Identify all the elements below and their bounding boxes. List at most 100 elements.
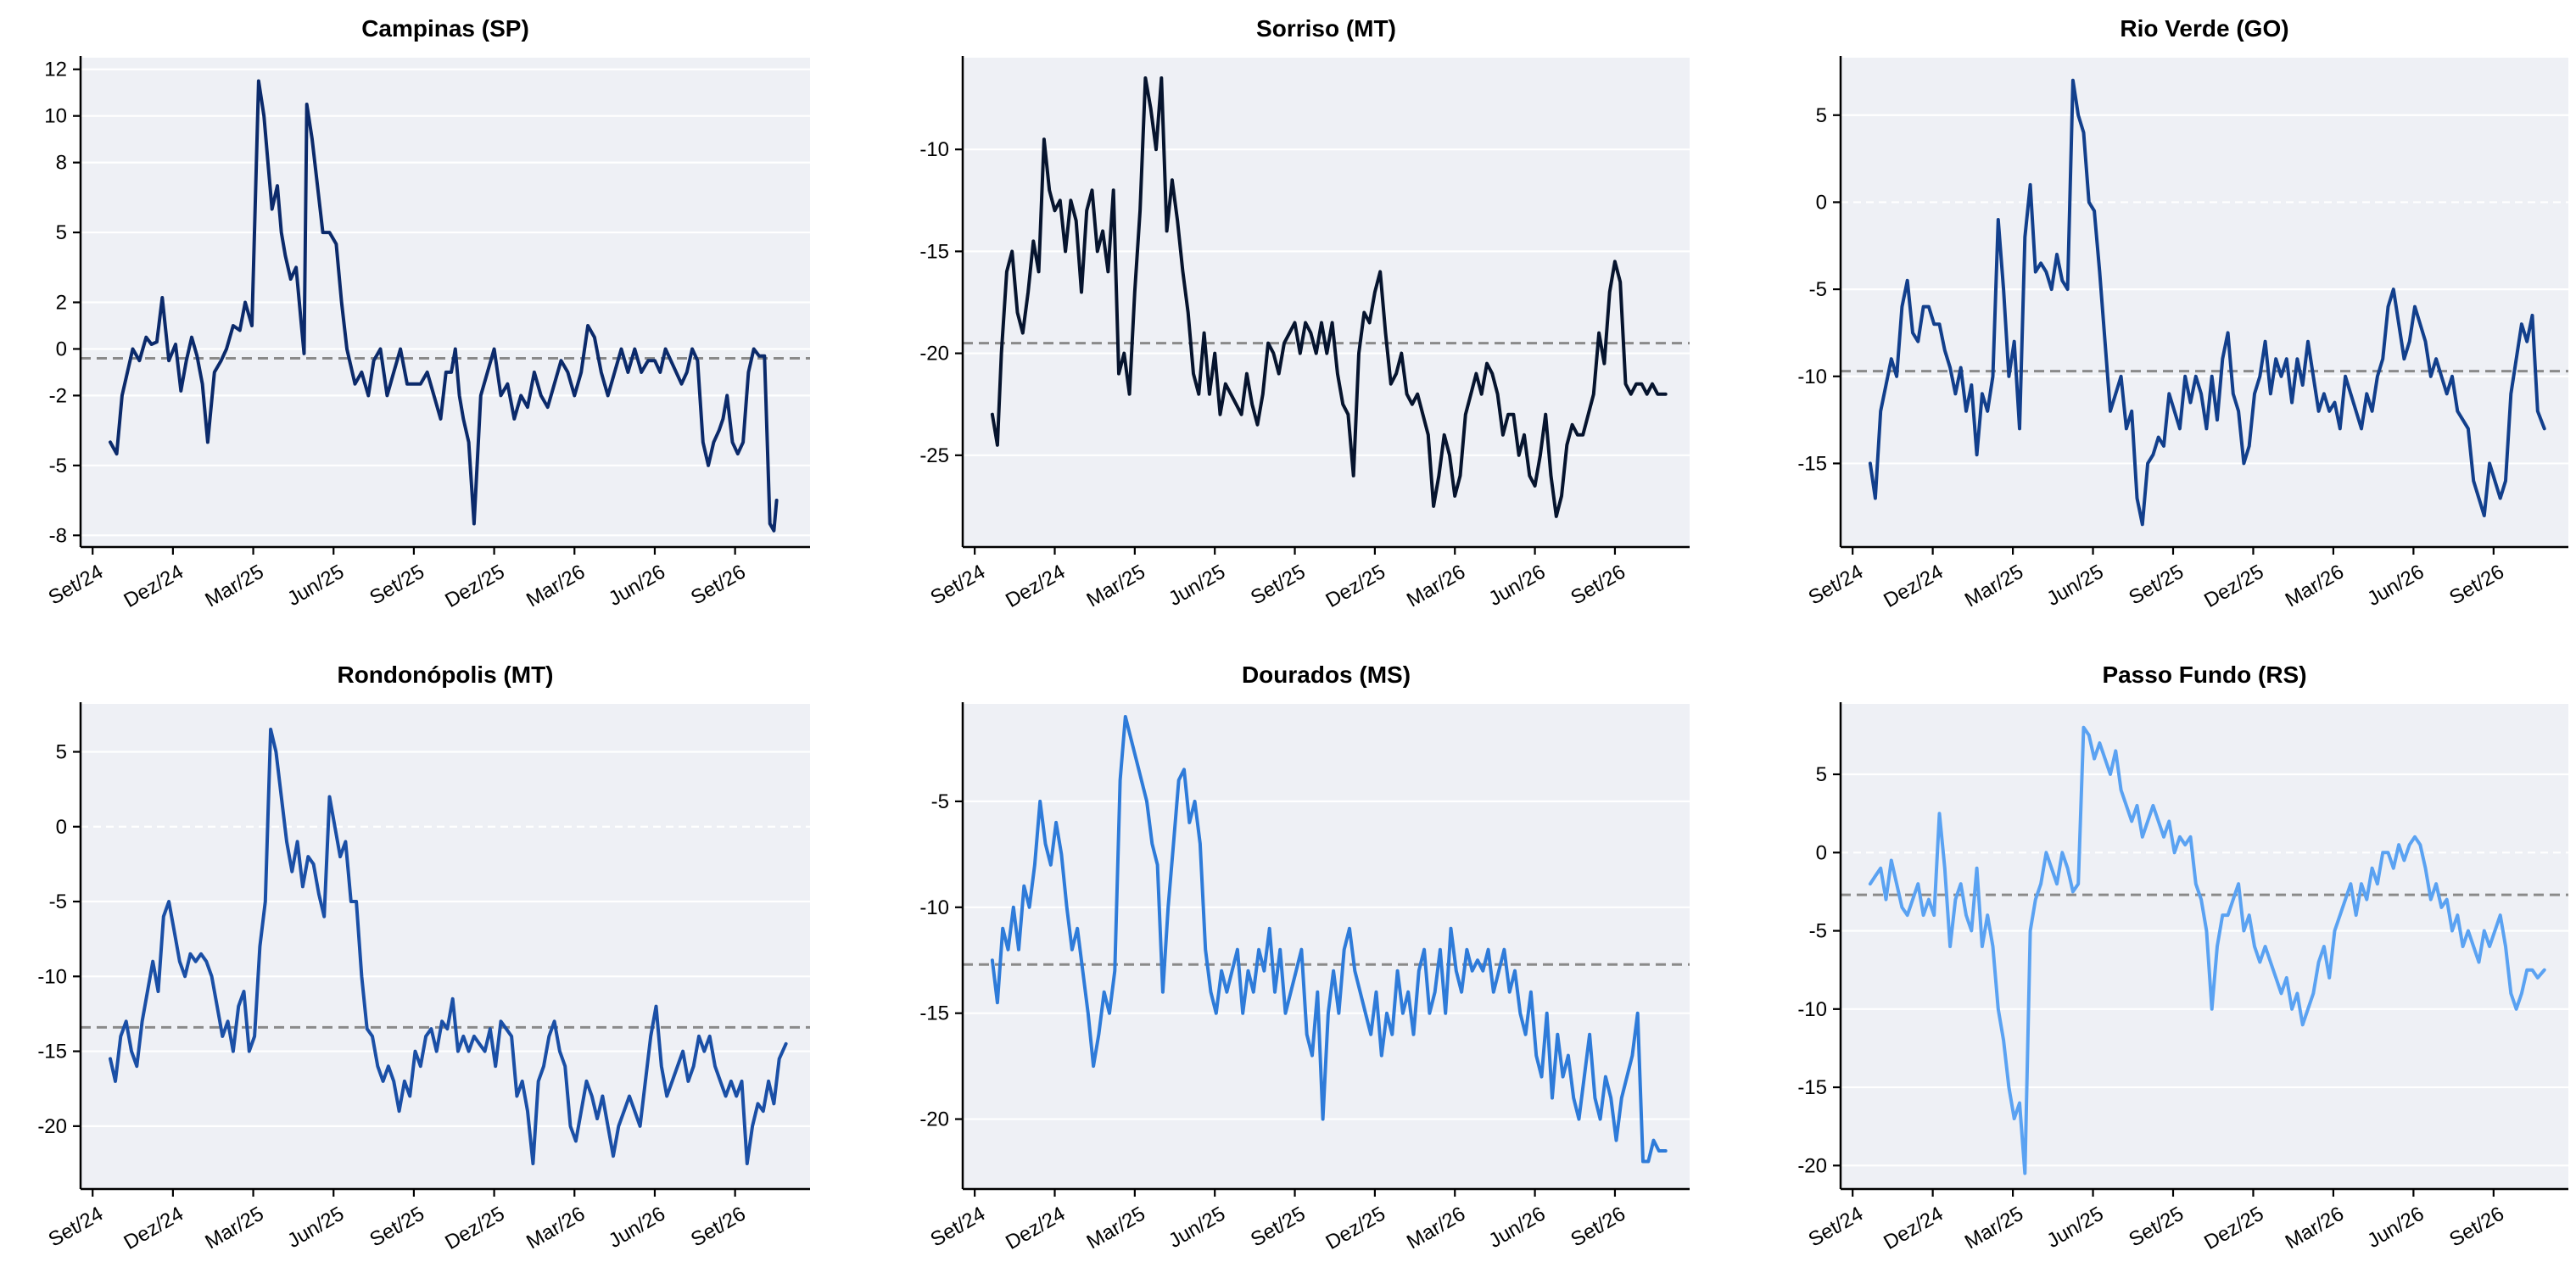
y-tick-label: -15 [1797,452,1827,475]
y-tick-label: -10 [37,965,67,988]
x-tick-label: Mar/26 [2282,561,2348,612]
plot-background [963,58,1690,547]
y-tick-label: 5 [1816,763,1827,786]
x-tick-label: Dez/25 [2200,1203,2267,1254]
x-tick-label: Set/25 [366,561,428,610]
x-tick-label: Jun/26 [2363,561,2428,611]
x-tick-label: Jun/25 [2043,561,2108,611]
x-tick-label: Set/25 [2125,561,2188,610]
x-tick-label: Mar/26 [1403,1203,1469,1254]
x-tick-label: Dez/25 [1322,1203,1389,1254]
x-tick-label: Set/24 [927,561,990,610]
y-tick-label: 0 [1816,191,1827,214]
y-tick-label: -5 [49,890,67,913]
chart-panel-3: 5 0 -5 -10 -15 Set/24 Dez/24 Mar/25 Jun/25 Set/25… [1797,15,2568,612]
x-tick-label: Mar/26 [522,561,589,612]
chart-title: Sorriso (MT) [1256,15,1396,42]
x-tick-label: Set/24 [45,561,108,610]
x-tick-label: Mar/25 [201,1203,267,1254]
x-tick-label: Set/25 [366,1203,428,1252]
chart-title: Rondonópolis (MT) [337,662,553,688]
y-tick-label: -10 [919,138,949,161]
x-tick-label: Mar/26 [522,1203,589,1254]
x-tick-label: Dez/25 [2200,561,2267,612]
chart-title: Rio Verde (GO) [2120,15,2288,42]
chart-panel-2: -10 -15 -20 -25 Set/24 Dez/24 Mar/25 Jun/25 Set/… [919,15,1690,612]
y-tick-label: -20 [1797,1154,1827,1177]
y-tick-label: -5 [1809,278,1827,301]
x-tick-label: Set/26 [687,561,750,610]
y-tick-label: -25 [919,444,949,467]
plot-background [963,704,1690,1189]
x-tick-label: Jun/26 [605,561,669,611]
x-tick-label: Jun/26 [605,1203,669,1253]
y-tick-label: 0 [1816,841,1827,864]
y-tick-label: -10 [1797,998,1827,1021]
x-tick-label: Set/25 [2125,1203,2188,1252]
x-tick-label: Dez/24 [1880,1203,1947,1254]
chart-panel-6: 5 0 -5 -10 -15 -20 Set/24 Dez/24 Mar/25 Jun/25 Set… [1797,662,2568,1254]
x-tick-label: Mar/25 [1083,561,1149,612]
series-line [1868,78,2546,527]
y-tick-label: -20 [919,1108,949,1131]
y-tick-label: 8 [56,152,67,175]
y-tick-label: -15 [37,1041,67,1063]
x-tick-label: Set/25 [1247,561,1310,610]
y-tick-label: -2 [49,384,67,407]
y-tick-label: 12 [44,59,67,81]
x-tick-label: Set/24 [1805,1203,1868,1252]
x-tick-label: Jun/26 [1485,561,1550,611]
x-tick-label: Jun/25 [283,1203,348,1253]
x-tick-label: Dez/24 [1002,1203,1069,1254]
x-tick-label: Jun/25 [283,561,348,611]
x-tick-label: Mar/25 [1961,561,2027,612]
x-tick-label: Jun/26 [2363,1203,2428,1253]
series-line [109,728,788,1165]
y-tick-label: -10 [1797,366,1827,388]
y-tick-label: 10 [44,105,67,128]
x-tick-label: Set/26 [687,1203,750,1252]
x-tick-label: Set/24 [1805,561,1868,610]
y-tick-label: 2 [56,292,67,315]
chart-title: Dourados (MS) [1242,662,1411,688]
x-tick-label: Set/26 [2445,1203,2508,1252]
x-tick-label: Set/26 [2445,561,2508,610]
y-tick-label: -15 [1797,1076,1827,1099]
y-tick-label: 0 [56,338,67,360]
x-tick-label: Mar/26 [1403,561,1469,612]
chart-panel-5: -5 -10 -15 -20 Set/24 Dez/24 Mar/25 Jun/25 Set/2… [919,662,1690,1254]
x-tick-label: Jun/25 [2043,1203,2108,1253]
x-tick-label: Mar/25 [201,561,267,612]
x-tick-label: Jun/25 [1165,561,1229,611]
chart-title: Passo Fundo (RS) [2102,662,2306,688]
series-line [990,76,1668,518]
x-tick-label: Dez/25 [441,1203,508,1254]
chart-panel-1: 12 10 8 5 2 0 -2 -5 -8 Set/24 Dez/24 Mar/25 Jun/25 Se… [44,15,810,612]
x-tick-label: Dez/24 [120,561,187,612]
x-tick-label: Dez/24 [1880,561,1947,612]
x-tick-label: Set/26 [1567,1203,1629,1252]
x-tick-label: Set/25 [1247,1203,1310,1252]
y-tick-label: 5 [1816,104,1827,127]
chart-panel-4: 5 0 -5 -10 -15 -20 Set/24 Dez/24 Mar/25 Jun/25 Set… [37,662,810,1254]
x-tick-label: Dez/25 [441,561,508,612]
x-tick-label: Dez/24 [1002,561,1069,612]
x-tick-label: Jun/26 [1485,1203,1550,1253]
x-tick-label: Set/24 [927,1203,990,1252]
y-tick-label: -5 [1809,920,1827,943]
series-line [1868,725,2546,1175]
x-tick-label: Dez/24 [120,1203,187,1254]
x-tick-label: Set/26 [1567,561,1629,610]
series-line [990,715,1668,1164]
y-tick-label: -5 [49,455,67,477]
x-tick-label: Mar/26 [2282,1203,2348,1254]
y-tick-label: -20 [919,343,949,366]
x-tick-label: Mar/25 [1961,1203,2027,1254]
y-tick-label: 0 [56,816,67,839]
x-tick-label: Mar/25 [1083,1203,1149,1254]
y-tick-label: -15 [919,240,949,263]
y-tick-label: -15 [919,1002,949,1025]
y-tick-label: 5 [56,740,67,763]
plot-background [1841,704,2568,1189]
y-tick-label: -5 [931,790,949,813]
